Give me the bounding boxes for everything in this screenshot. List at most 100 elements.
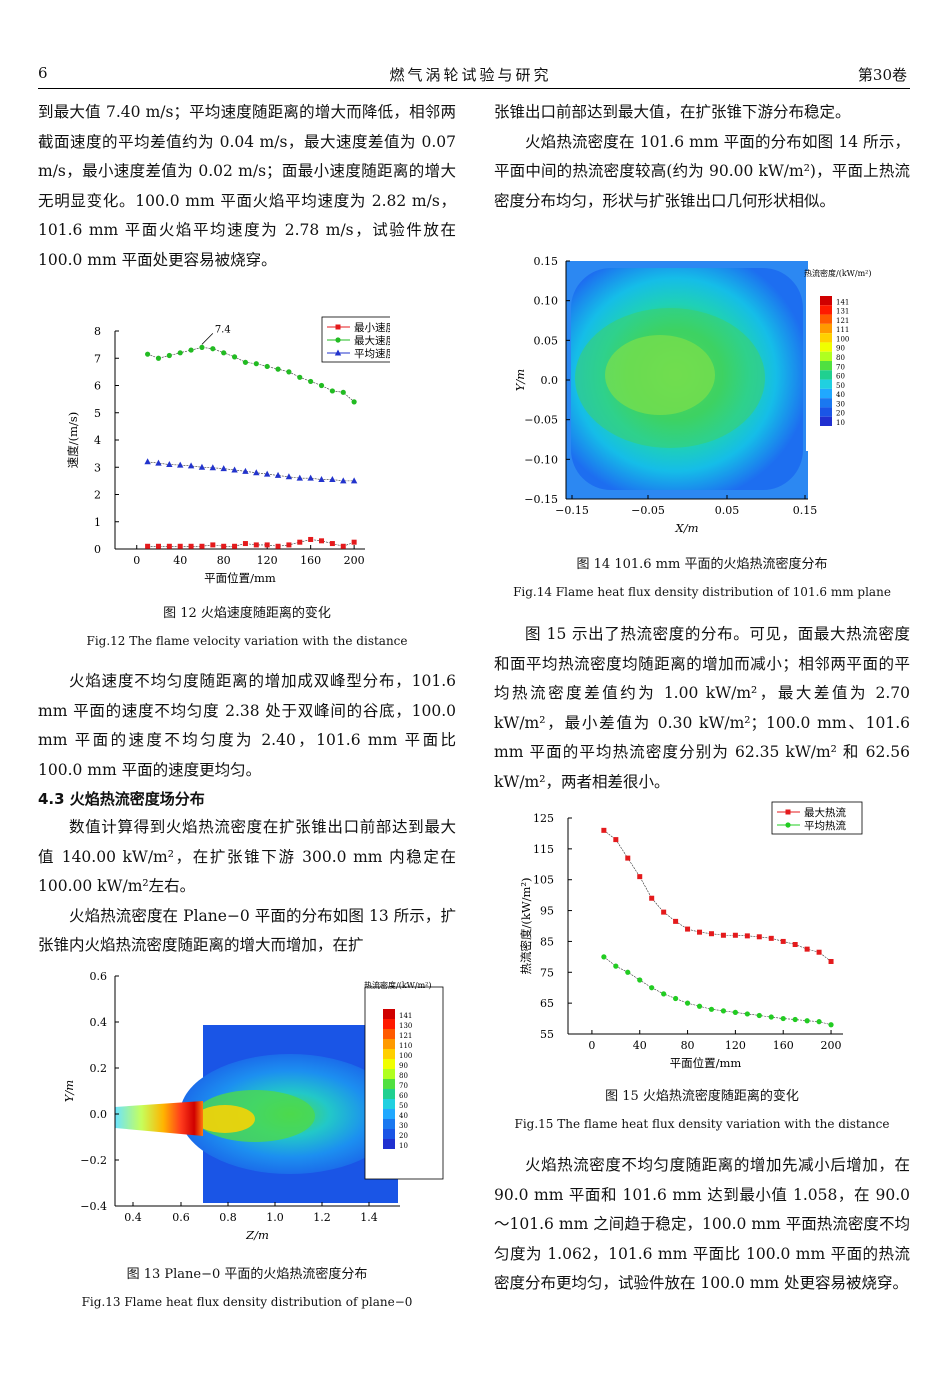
data-point [210, 542, 216, 548]
x-tick-label: 40 [633, 1039, 647, 1052]
data-point [756, 1012, 762, 1019]
colorbar-label: 141 [836, 298, 849, 306]
data-point [804, 1018, 810, 1024]
data-point [166, 461, 173, 468]
figure-12-caption-en: Fig.12 The flame velocity variation with… [86, 634, 408, 648]
data-point [253, 542, 259, 548]
data-point [785, 822, 791, 828]
y-tick-label: 0.10 [534, 295, 559, 308]
figure-12-caption-cn: 图 12 火焰速度随距离的变化 [163, 606, 331, 621]
data-point [329, 476, 336, 483]
data-point [231, 354, 238, 360]
x-tick-label: 0 [133, 554, 140, 567]
left-paragraph-4: 火焰热流密度在 Plane−0 平面的分布如图 13 所示，扩张锥内火焰热流密度… [38, 906, 456, 955]
colorbar-swatch [820, 370, 832, 380]
colorbar-label: 130 [399, 1022, 412, 1030]
y-tick-label: 0.6 [90, 970, 108, 983]
y-tick-label: 95 [540, 905, 554, 918]
y-tick-label: 2 [94, 489, 101, 502]
legend-label: 最大速度 [354, 334, 390, 347]
x-axis-label: Z/m [245, 1228, 269, 1242]
colorbar-label: 40 [836, 391, 845, 399]
x-tick-label: 200 [821, 1039, 842, 1052]
left-paragraph-2: 火焰速度不均匀度随距离的增加成双峰型分布，101.6 mm 平面的速度不均匀度 … [38, 672, 456, 779]
data-point [744, 933, 750, 939]
x-tick-label: −0.05 [631, 504, 665, 517]
journal-title: 燃气涡轮试验与研究 [389, 66, 552, 84]
legend-box [771, 801, 863, 835]
y-axis-label: Y/m [62, 1080, 76, 1102]
series-平均速度 [144, 458, 358, 484]
colorbar-swatch [383, 1059, 395, 1069]
colorbar-swatch [383, 1079, 395, 1089]
data-point [661, 991, 667, 997]
data-point [684, 1000, 691, 1006]
left-paragraph-3: 数值计算得到火焰热流密度在扩张锥出口前部达到最大值 140.00 kW/m²，在… [38, 818, 456, 895]
x-tick-label: 1.2 [313, 1211, 331, 1224]
data-point [816, 949, 822, 955]
y-axis-label: Y/m [513, 369, 527, 391]
x-tick-label: 0.15 [793, 504, 818, 517]
data-point [166, 543, 172, 549]
colorbar-label: 40 [399, 1112, 408, 1120]
colorbar-label: 60 [399, 1092, 408, 1100]
figure-13-caption-cn: 图 13 Plane−0 平面的火焰热流密度分布 [126, 1267, 368, 1282]
x-tick-label: 120 [257, 554, 278, 567]
data-point [275, 543, 281, 549]
colorbar-swatch [383, 1129, 395, 1139]
data-point [188, 347, 194, 353]
y-tick-label: 0.4 [90, 1016, 108, 1029]
y-tick-label: −0.05 [524, 414, 558, 427]
data-point [155, 355, 162, 361]
left-paragraph-1: 到最大值 7.40 m/s；平均速度随距离的增大而降低，相邻两截面速度的平均差值… [38, 103, 456, 269]
y-tick-label: 1 [94, 516, 101, 529]
data-point [297, 539, 303, 545]
colorbar-label: 30 [399, 1122, 408, 1130]
y-tick-label: 55 [540, 1028, 554, 1041]
data-point [177, 461, 184, 468]
colorbar-label: 50 [836, 382, 845, 390]
data-point [155, 459, 162, 466]
data-point [188, 543, 194, 549]
y-tick-label: 125 [533, 812, 554, 825]
colorbar-swatch [383, 1009, 395, 1019]
colorbar-swatch [383, 1099, 395, 1109]
annotation-arrow [201, 333, 214, 345]
colorbar-swatch [820, 305, 832, 315]
legend-title: 热流密度/(kW/m²) [804, 268, 872, 278]
colorbar-label: 131 [836, 308, 849, 316]
data-point [210, 346, 216, 352]
data-point [297, 374, 303, 380]
data-point [350, 477, 358, 484]
right-paragraph-4: 火焰热流密度不均匀度随距离的增加先减小后增加，在 90.0 mm 平面和 101… [494, 1156, 910, 1292]
colorbar-label: 110 [399, 1042, 412, 1050]
y-tick-label: 0.05 [534, 334, 559, 347]
data-point [253, 361, 259, 367]
x-tick-label: 80 [681, 1039, 695, 1052]
data-point [601, 954, 607, 960]
legend-label: 平均热流 [804, 819, 846, 832]
data-point [828, 1022, 834, 1028]
figure-14-caption-en: Fig.14 Flame heat flux density distribut… [513, 585, 891, 599]
colorbar-label: 20 [399, 1132, 408, 1140]
x-tick-label: 0.05 [715, 504, 740, 517]
data-point [187, 462, 195, 469]
data-point [697, 929, 703, 935]
data-point [198, 463, 206, 470]
data-point [351, 399, 357, 405]
data-point [286, 542, 292, 548]
colorbar-label: 10 [836, 419, 845, 427]
legend-label: 平均速度 [354, 347, 390, 360]
data-point [768, 935, 774, 941]
data-point [613, 837, 619, 843]
data-point [319, 538, 325, 544]
y-tick-label: 105 [533, 874, 554, 887]
colorbar-swatch [820, 351, 832, 361]
x-tick-label: 0.4 [124, 1211, 142, 1224]
y-tick-label: −0.4 [80, 1200, 107, 1213]
colorbar-label: 121 [399, 1032, 412, 1040]
y-axis-label: 热流密度/(kW/m²) [519, 877, 533, 974]
colorbar-swatch [820, 314, 832, 324]
colorbar-label: 111 [836, 326, 849, 334]
